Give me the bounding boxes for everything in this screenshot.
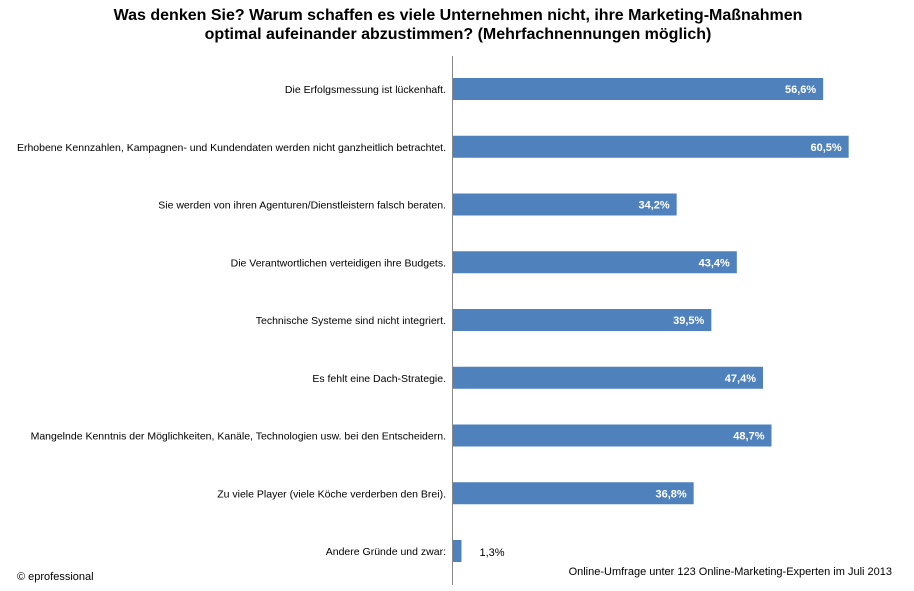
data-label: 56,6%: [785, 84, 816, 96]
chart-title: Was denken Sie? Warum schaffen es viele …: [60, 6, 856, 44]
data-label: 60,5%: [810, 142, 841, 154]
bar: [453, 482, 694, 505]
data-label: 48,7%: [733, 431, 764, 443]
bar: [453, 193, 677, 216]
category-label: Die Verantwortlichen verteidigen ihre Bu…: [231, 257, 446, 269]
category-label: Erhobene Kennzahlen, Kampagnen- und Kund…: [17, 142, 446, 154]
data-label: 1,3%: [480, 547, 505, 559]
bar: [453, 135, 849, 158]
data-label: 36,8%: [655, 488, 686, 500]
bar: [453, 366, 763, 389]
chart-title-line-2: optimal aufeinander abzustimmen? (Mehrfa…: [204, 26, 712, 43]
category-label: Die Erfolgsmessung ist lückenhaft.: [285, 84, 446, 96]
bar: [453, 424, 772, 447]
bar: [453, 251, 737, 274]
data-label: 34,2%: [638, 200, 669, 212]
data-label: 47,4%: [725, 373, 756, 385]
category-label: Technische Systeme sind nicht integriert…: [256, 315, 446, 327]
category-label: Andere Gründe und zwar:: [326, 546, 446, 558]
category-label: Mangelnde Kenntnis der Möglichkeiten, Ka…: [31, 431, 446, 443]
chart-title-line-1: Was denken Sie? Warum schaffen es viele …: [113, 7, 803, 24]
category-label: Es fehlt eine Dach-Strategie.: [312, 373, 446, 385]
copyright-note: © eprofessional: [17, 571, 94, 583]
source-note: Online-Umfrage unter 123 Online-Marketin…: [568, 566, 892, 578]
data-label: 43,4%: [699, 257, 730, 269]
category-label: Sie werden von ihren Agenturen/Dienstlei…: [158, 200, 446, 212]
bar: [453, 78, 824, 100]
data-label: 39,5%: [673, 315, 704, 327]
bar: [453, 309, 712, 331]
bar: [453, 540, 462, 562]
category-label: Zu viele Player (viele Köche verderben d…: [217, 488, 446, 500]
